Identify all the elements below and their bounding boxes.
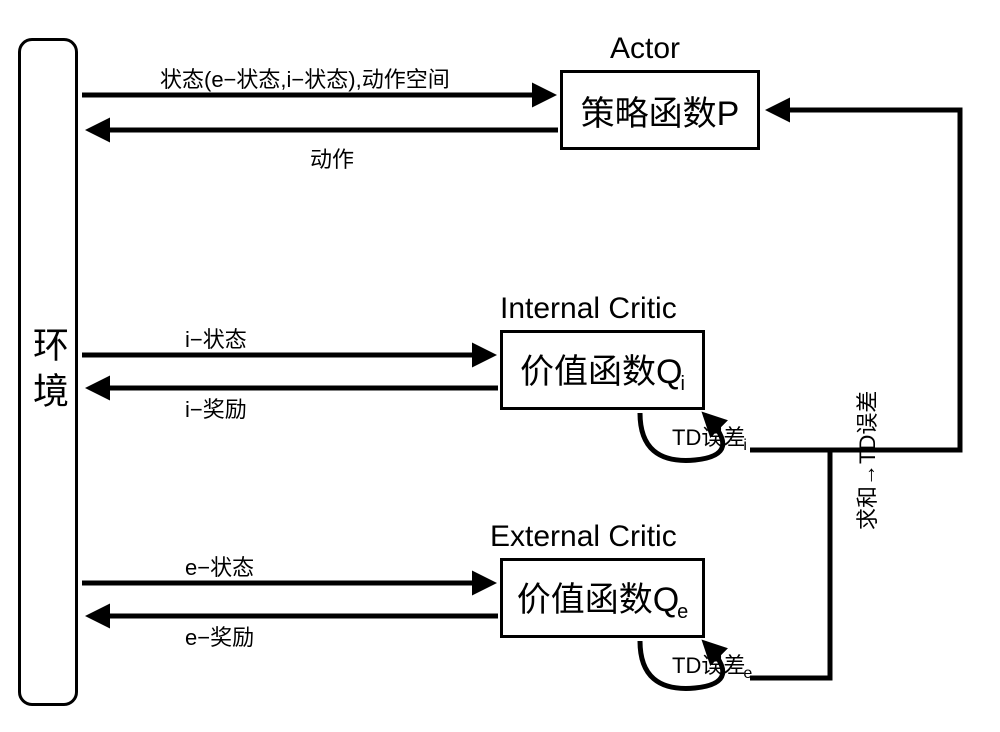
diagram-container: 环境 Actor 策略函数P Internal Critic 价值函数Qi Ex… xyxy=(0,0,1000,732)
actor-title-text: Actor xyxy=(610,32,680,65)
edge-label-env-to-actor: 状态(e−状态,i−状态),动作空间 xyxy=(160,62,450,94)
edge-label-actor-to-env-text: 动作 xyxy=(310,147,354,172)
ic-label-prefix: 价值函数Q xyxy=(520,353,682,391)
ec-self-prefix: TD误差 xyxy=(672,653,745,678)
edge-label-ec-to-env-text: e−奖励 xyxy=(185,625,254,650)
edge-label-ec-to-env: e−奖励 xyxy=(185,620,254,652)
node-external-critic: 价值函数Qe xyxy=(500,558,705,638)
ic-label-sub: i xyxy=(681,373,685,395)
edge-label-env-to-ic-text: i−状态 xyxy=(185,327,247,352)
actor-title: Actor xyxy=(610,32,680,66)
node-actor-label: 策略函数P xyxy=(581,86,740,135)
node-environment-label: 环境 xyxy=(22,326,74,418)
node-environment: 环境 xyxy=(18,38,78,706)
edge-label-ic-to-env: i−奖励 xyxy=(185,392,247,424)
ic-self-sub: i xyxy=(743,437,747,454)
edge-label-actor-to-env: 动作 xyxy=(310,142,354,174)
external-critic-title: External Critic xyxy=(490,520,677,554)
node-external-critic-label: 价值函数Qe xyxy=(517,572,689,625)
edge-label-ic-self: TD误差i xyxy=(672,420,747,455)
edge-label-ic-to-env-text: i−奖励 xyxy=(185,397,247,422)
ec-label-prefix: 价值函数Q xyxy=(517,581,679,619)
edge-label-sum-text: 求和→TD误差 xyxy=(855,391,880,530)
internal-critic-title: Internal Critic xyxy=(500,292,677,326)
node-internal-critic-label: 价值函数Qi xyxy=(520,344,685,397)
ec-self-sub: e xyxy=(743,665,752,682)
node-internal-critic: 价值函数Qi xyxy=(500,330,705,410)
ic-self-prefix: TD误差 xyxy=(672,425,745,450)
edge-label-ec-self: TD误差e xyxy=(672,648,752,683)
edge-label-env-to-ic: i−状态 xyxy=(185,322,247,354)
node-actor: 策略函数P xyxy=(560,70,760,150)
edge-label-sum: 求和→TD误差 xyxy=(850,391,882,530)
ec-label-sub: e xyxy=(677,601,688,623)
edge-label-env-to-ec-text: e−状态 xyxy=(185,555,254,580)
external-critic-title-text: External Critic xyxy=(490,520,677,553)
edge-label-env-to-actor-text: 状态(e−状态,i−状态),动作空间 xyxy=(160,67,450,92)
edge-label-env-to-ec: e−状态 xyxy=(185,550,254,582)
internal-critic-title-text: Internal Critic xyxy=(500,292,677,325)
